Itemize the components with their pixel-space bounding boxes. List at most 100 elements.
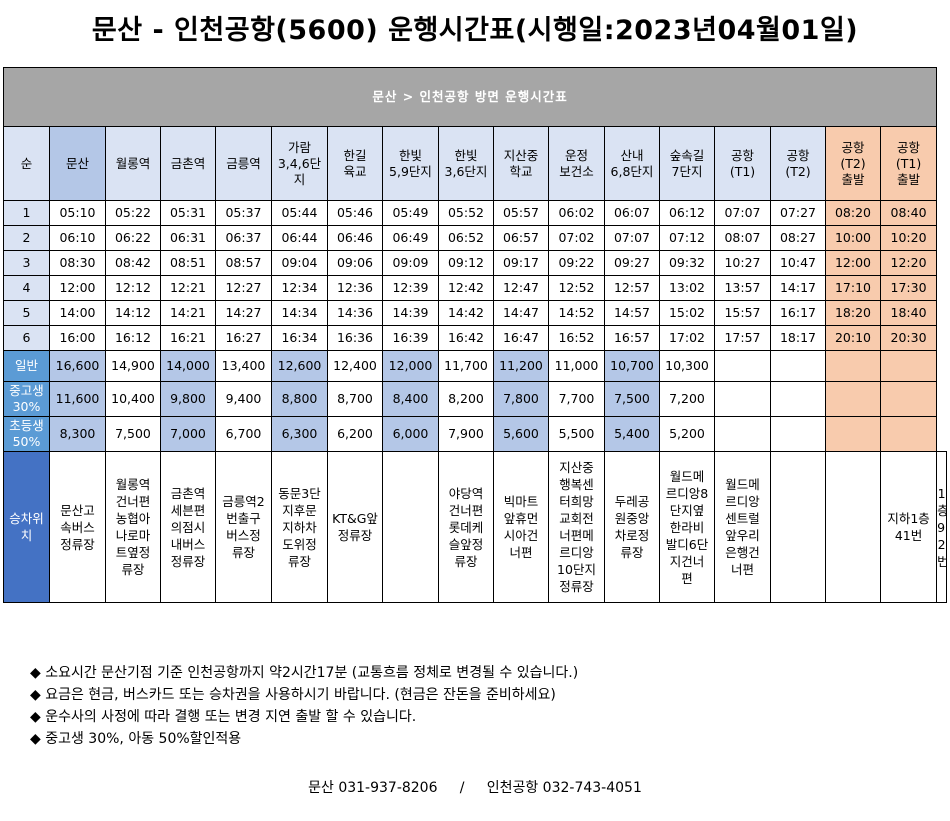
boarding-location-cell: KT&G앞 정류장 [327, 451, 383, 603]
fare-cell: 13,400 [215, 350, 272, 382]
time-cell: 06:49 [382, 225, 439, 251]
time-cell: 05:37 [215, 200, 272, 226]
time-cell: 07:07 [604, 225, 660, 251]
time-cell: 06:57 [493, 225, 549, 251]
fare-cell: 9,400 [215, 381, 272, 417]
column-header: 숲속길 7단지 [659, 126, 715, 201]
table-row: 5 14:00 14:12 14:21 14:27 14:34 14:36 14:39 14:4… [3, 300, 947, 326]
fare-cell: 5,600 [493, 416, 549, 452]
empty-cell [825, 381, 881, 417]
table-row: 3 08:30 08:42 08:51 08:57 09:04 09:06 09:09 09:1… [3, 250, 947, 276]
fare-cell: 5,500 [548, 416, 605, 452]
empty-cell [770, 350, 826, 382]
time-cell: 16:12 [105, 325, 161, 351]
column-header: 지산중 학교 [493, 126, 549, 201]
fare-type-label: 초등생 50% [3, 416, 50, 452]
time-cell: 07:02 [548, 225, 605, 251]
time-cell: 05:22 [105, 200, 161, 226]
empty-cell [714, 381, 771, 417]
time-cell: 09:12 [438, 250, 494, 276]
time-cell: 05:44 [271, 200, 328, 226]
column-header: 월롱역 [105, 126, 161, 201]
time-cell: 05:52 [438, 200, 494, 226]
time-cell: 08:20 [825, 200, 881, 226]
time-cell: 16:57 [604, 325, 660, 351]
column-header: 공항 (T2) [770, 126, 826, 201]
note-item: ◆ 소요시간 문산기점 기준 인천공항까지 약2시간17분 (교통흐름 정체로 … [30, 665, 579, 681]
time-cell: 15:57 [714, 300, 771, 326]
time-cell: 06:31 [160, 225, 216, 251]
time-cell: 18:20 [825, 300, 881, 326]
fare-cell: 8,800 [271, 381, 328, 417]
time-cell: 12:52 [548, 275, 605, 301]
time-cell: 05:49 [382, 200, 439, 226]
page-title: 문산 - 인천공항(5600) 운행시간표(시행일:2023년04월01일) [91, 15, 859, 46]
fare-cell: 11,700 [438, 350, 494, 382]
boarding-location-cell: 1층9B-2번 [936, 451, 947, 603]
fare-cell: 6,700 [215, 416, 272, 452]
time-cell: 12:21 [160, 275, 216, 301]
row-number: 3 [3, 250, 50, 276]
table-row: 2 06:10 06:22 06:31 06:37 06:44 06:46 06:49 06:5… [3, 225, 947, 251]
boarding-location-cell: 월롱역 건너편 농협아 나로마 트옆정 류장 [105, 451, 161, 603]
time-cell: 09:32 [659, 250, 715, 276]
time-cell: 09:09 [382, 250, 439, 276]
time-cell: 16:17 [770, 300, 826, 326]
time-cell: 12:00 [49, 275, 106, 301]
time-cell: 10:00 [825, 225, 881, 251]
fare-cell: 12,000 [382, 350, 439, 382]
time-cell: 08:40 [879, 200, 938, 226]
time-cell: 20:30 [879, 325, 938, 351]
boarding-location-cell: 지하1층 41번 [879, 451, 938, 603]
table-row: 1 05:10 05:22 05:31 05:37 05:44 05:46 05:49 05:5… [3, 200, 947, 226]
time-cell: 06:02 [548, 200, 605, 226]
time-cell: 17:30 [879, 275, 938, 301]
boarding-location-cell: 빅마트 앞휴먼 시아건 너편 [493, 451, 549, 603]
time-cell: 12:42 [438, 275, 494, 301]
time-cell: 08:07 [714, 225, 771, 251]
column-header: 운정 보건소 [548, 126, 605, 201]
time-cell: 14:00 [49, 300, 106, 326]
fare-cell: 6,000 [382, 416, 439, 452]
empty-cell [770, 416, 826, 452]
fare-cell: 7,000 [160, 416, 216, 452]
fare-cell: 5,400 [604, 416, 660, 452]
fare-cell: 12,400 [327, 350, 383, 382]
time-cell: 14:12 [105, 300, 161, 326]
fare-cell: 9,800 [160, 381, 216, 417]
time-cell: 08:30 [49, 250, 106, 276]
time-cell: 06:12 [659, 200, 715, 226]
contact-info: 문산 031-937-8206 / 인천공항 032-743-4051 [308, 780, 642, 796]
time-cell: 12:47 [493, 275, 549, 301]
time-cell: 16:52 [548, 325, 605, 351]
time-cell: 12:36 [327, 275, 383, 301]
fare-cell: 14,900 [105, 350, 161, 382]
fare-cell: 8,200 [438, 381, 494, 417]
time-cell: 12:12 [105, 275, 161, 301]
fare-cell: 7,500 [105, 416, 161, 452]
direction-banner: 문산 > 인천공항 방면 운행시간표 [2, 67, 938, 127]
time-cell: 10:27 [714, 250, 771, 276]
empty-cell [825, 350, 881, 382]
time-cell: 17:57 [714, 325, 771, 351]
fare-cell: 7,900 [438, 416, 494, 452]
time-cell: 10:47 [770, 250, 826, 276]
time-cell: 07:07 [714, 200, 771, 226]
time-cell: 06:44 [271, 225, 328, 251]
time-cell: 20:10 [825, 325, 881, 351]
fare-cell: 6,300 [271, 416, 328, 452]
boarding-location-cell: 두레공 원중앙 차로정 류장 [604, 451, 660, 603]
time-cell: 09:27 [604, 250, 660, 276]
fare-cell: 14,000 [160, 350, 216, 382]
time-cell: 14:17 [770, 275, 826, 301]
time-cell: 13:57 [714, 275, 771, 301]
time-cell: 14:39 [382, 300, 439, 326]
time-cell: 16:39 [382, 325, 439, 351]
boarding-location-row: 승차위 치 문산고 속버스 정류장 월롱역 건너편 농협아 나로마 트옆정 류장 금촌역 세븐편 의점시 내… [3, 451, 947, 603]
time-cell: 14:27 [215, 300, 272, 326]
fare-cell: 11,000 [548, 350, 605, 382]
time-cell: 06:37 [215, 225, 272, 251]
boarding-location-cell [382, 451, 439, 603]
fare-cell: 7,700 [548, 381, 605, 417]
boarding-location-cell [770, 451, 826, 603]
